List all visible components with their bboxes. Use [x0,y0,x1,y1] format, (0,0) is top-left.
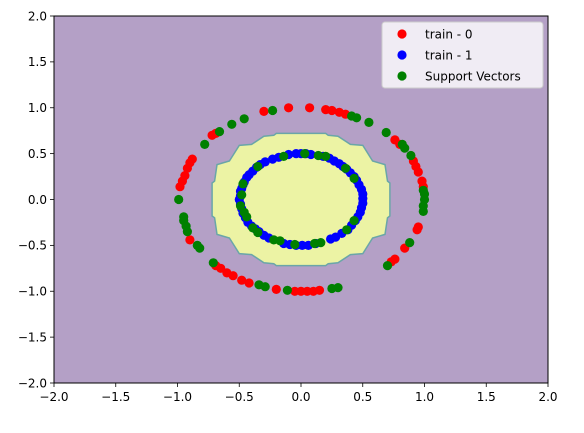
y-tick-label: 1.5 [28,55,47,69]
x-tick-label: −1.0 [163,390,192,404]
data-point [347,111,357,121]
data-point [227,119,237,129]
data-point [300,149,310,159]
x-tick-label: −1.5 [101,390,130,404]
legend-marker [397,50,407,60]
data-point [271,284,281,294]
y-tick-label: 2.0 [28,9,47,23]
data-point [329,156,339,166]
data-point [314,285,325,295]
data-point [237,275,247,285]
data-point [182,163,192,173]
data-point [239,114,249,124]
data-point [340,163,351,173]
x-tick-label: 1.0 [415,390,434,404]
legend-item-1: train - 1 [397,48,473,62]
data-point [175,182,185,192]
x-tick-label: 0.5 [353,390,372,404]
data-point [342,225,352,235]
data-point [284,103,294,113]
y-tick-label: 0.0 [28,193,47,207]
data-point [381,127,391,138]
data-point [349,173,359,183]
legend-label: Support Vectors [425,69,521,83]
data-point [268,105,278,116]
legend-box [381,21,544,89]
data-point [195,243,205,253]
data-point [275,236,285,246]
data-point [259,106,269,116]
y-tick-label: −1.5 [18,330,47,344]
legend-marker [397,29,407,39]
series-2 [174,105,430,295]
y-tick-label: 0.5 [28,147,47,161]
data-point [182,227,192,237]
data-point [333,283,343,293]
data-point [238,179,248,189]
data-point [200,139,210,149]
data-point [321,151,331,161]
data-point [237,190,247,200]
data-point [228,271,238,281]
x-tick-label: 1.5 [477,390,496,404]
data-point [244,278,254,288]
x-tick-label: 0.0 [291,390,310,404]
data-point [349,216,359,226]
data-point [253,227,263,238]
legend-item-0: train - 0 [397,27,473,41]
data-point [316,238,326,248]
data-point [290,239,300,250]
data-point [397,139,407,149]
x-tick-label: 2.0 [538,390,557,404]
data-point [305,103,315,113]
legend-item-2: Support Vectors [397,69,521,83]
data-point [364,117,374,127]
data-point [260,282,270,292]
y-tick-label: −0.5 [18,239,47,253]
data-point [174,194,184,205]
x-tick-label: −0.5 [225,390,254,404]
data-point [185,235,195,245]
series-0 [175,103,428,296]
data-point [242,212,252,222]
legend-marker [397,71,407,81]
legend-label: train - 0 [425,27,473,41]
data-point [282,285,292,295]
data-point [413,222,423,232]
data-point [214,127,225,137]
axes: −2.0 −1.5 −1.0 −0.5 0.0 0.5 1.0 1.5 2.0 −2.0 −1.5 −… [18,9,558,404]
y-tick-label: −1.0 [18,285,47,299]
data-point [253,161,263,172]
legend: train - 0 train - 1 Support Vectors [381,21,544,89]
data-point [405,238,415,248]
y-tick-label: 1.0 [28,101,47,115]
data-point [327,105,337,116]
data-point [382,261,393,271]
data-point [268,154,278,164]
data-point [390,135,400,145]
y-tick-label: −2.0 [18,376,47,390]
data-point [313,150,323,161]
data-point [406,150,416,161]
data-point [208,258,218,268]
data-point [279,151,289,161]
legend-label: train - 1 [425,48,473,62]
data-point [418,185,428,195]
x-tick-label: −2.0 [39,390,68,404]
